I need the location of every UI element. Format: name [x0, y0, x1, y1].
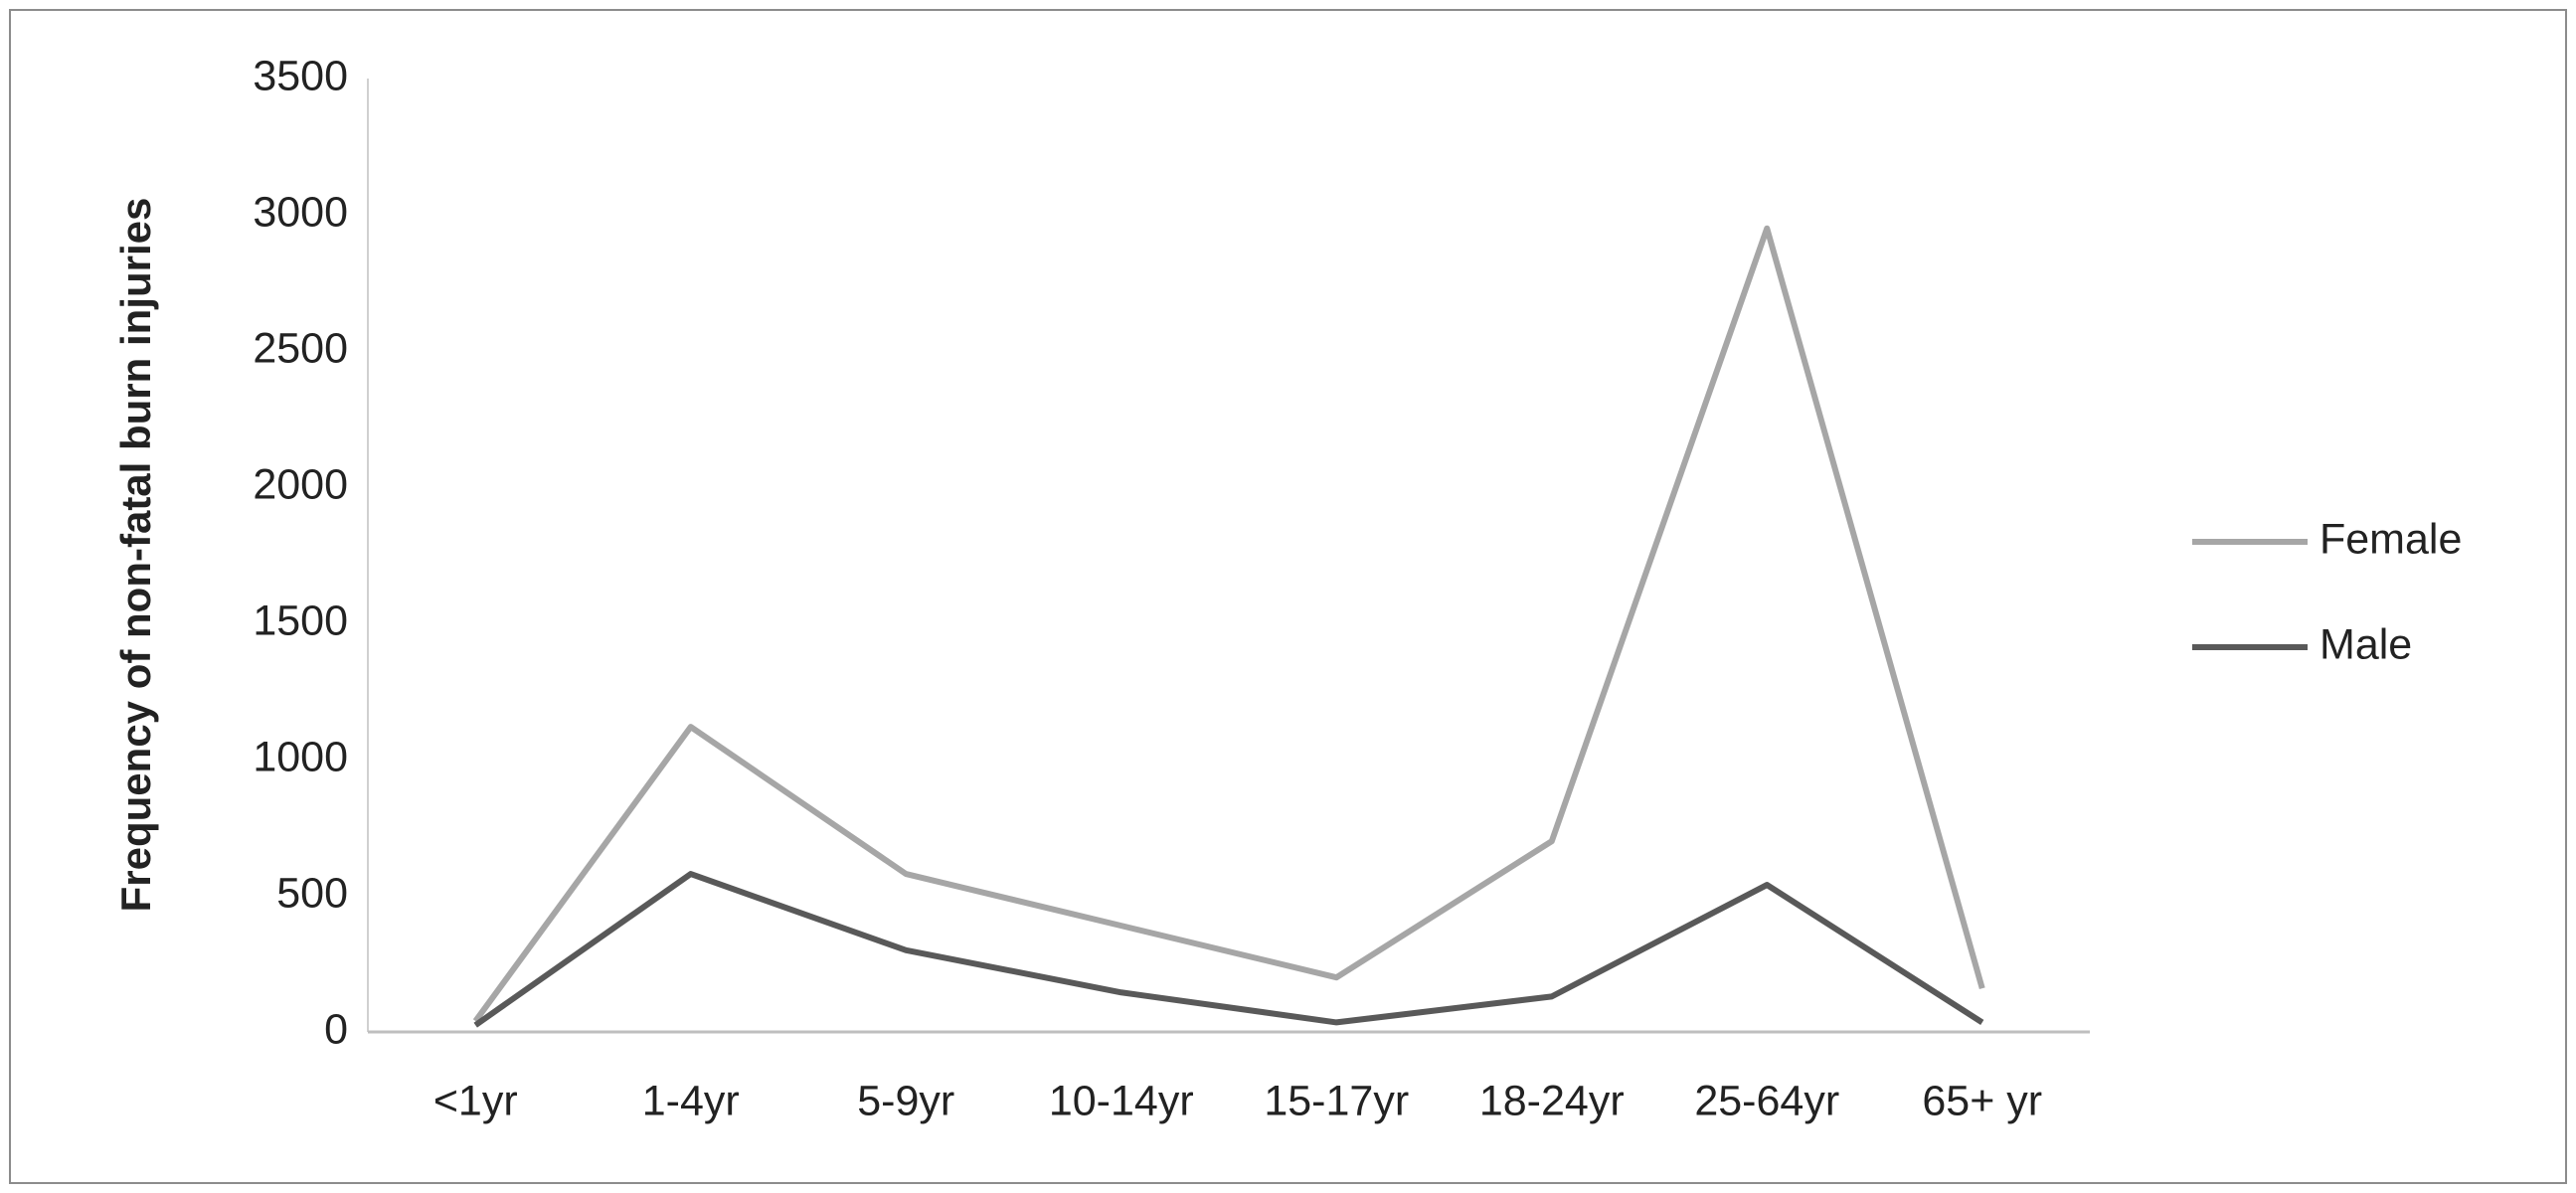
- y-axis-title: Frequency of non-fatal burn injuries: [112, 198, 159, 913]
- y-tick-label: 500: [276, 869, 348, 917]
- x-tick-label: 10-14yr: [1049, 1077, 1194, 1124]
- x-tick-label: 15-17yr: [1264, 1077, 1409, 1124]
- y-tick-label: 2000: [253, 460, 348, 508]
- x-tick-label: 65+ yr: [1922, 1077, 2042, 1124]
- x-tick-label: 1-4yr: [642, 1077, 740, 1124]
- legend-label: Male: [2319, 620, 2412, 668]
- y-tick-label: 1000: [253, 733, 348, 780]
- data-line: [472, 225, 1985, 1023]
- x-tick-label: 18-24yr: [1479, 1077, 1625, 1124]
- chart-border: [9, 9, 2567, 1184]
- legend-label: Female: [2319, 515, 2462, 563]
- x-tick-label: 5-9yr: [857, 1077, 954, 1124]
- data-line: [473, 871, 1984, 1028]
- y-tick-label: 3500: [253, 52, 348, 99]
- y-tick-label: 3000: [253, 188, 348, 236]
- x-tick-label: 25-64yr: [1694, 1077, 1839, 1124]
- y-tick-label: 1500: [253, 596, 348, 644]
- y-tick-label: 2500: [253, 324, 348, 372]
- y-tick-label: 0: [324, 1005, 348, 1053]
- x-tick-label: <1yr: [433, 1077, 518, 1124]
